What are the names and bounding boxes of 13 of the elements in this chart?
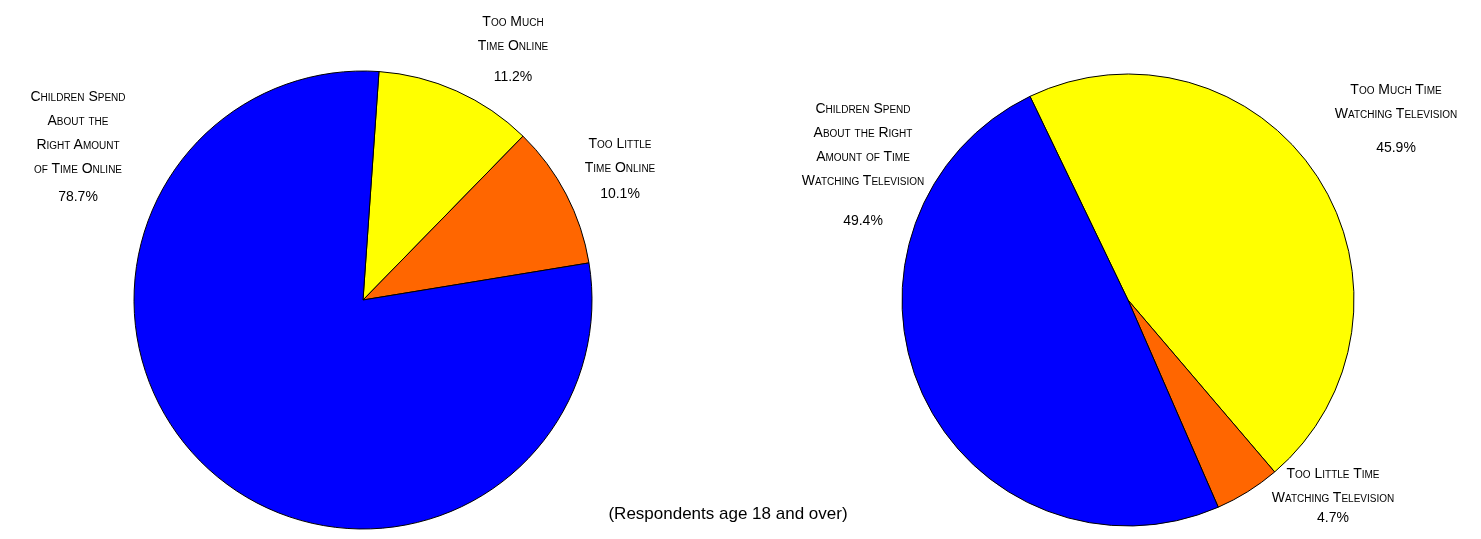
data-label: 78.7%	[58, 188, 98, 204]
slice-label: Too Much Time Watching Television	[1334, 81, 1458, 121]
data-label: 10.1%	[600, 185, 640, 201]
data-label: 4.7%	[1317, 509, 1349, 525]
slice-label: Children Spend About the Right Amount of Time Watching Television	[801, 100, 925, 188]
slice-label: Too Little Time Watching Television	[1271, 465, 1395, 505]
slice-label: Children Spend About the Right Amount of Time Online	[30, 88, 126, 176]
data-label: 45.9%	[1376, 139, 1416, 155]
slice-label: Too Little Time Online	[584, 135, 656, 175]
data-label: 11.2%	[493, 68, 533, 84]
text: (Respondents age 18 and over)	[608, 504, 848, 523]
data-label: 49.4%	[843, 212, 883, 228]
slice-label: Too Much Time Online	[477, 13, 549, 53]
